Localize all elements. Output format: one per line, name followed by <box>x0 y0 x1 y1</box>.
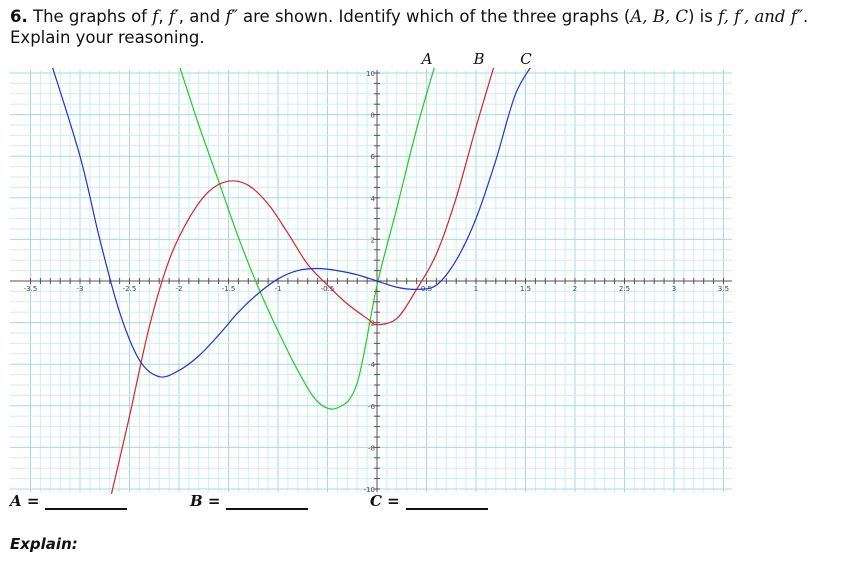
x-tick-label: -2.5 <box>123 285 137 293</box>
y-tick-label: 2 <box>371 236 375 244</box>
question-text: 6. The graphs of f, f′, and f″ are shown… <box>10 6 860 48</box>
x-tick-label: -3 <box>77 285 84 293</box>
y-tick-label: -2 <box>368 320 375 328</box>
y-tick-label: -8 <box>368 444 375 452</box>
x-tick-label: -2 <box>176 285 183 293</box>
x-tick-label: -0.5 <box>321 285 335 293</box>
answer-b-blank[interactable] <box>226 494 309 510</box>
x-tick-label: 2 <box>573 285 577 293</box>
curve-a <box>179 68 435 410</box>
curve-c <box>52 68 531 378</box>
curve-b <box>110 68 495 494</box>
question-number: 6. <box>10 7 28 26</box>
plot-ticks: -3.5 -3 -2.5 -2 -1.5 -1 -0.5 0.5 1 1.5 2 2.5 3 3.5108… <box>24 70 729 494</box>
graph-plot: -3.5 -3 -2.5 -2 -1.5 -1 -0.5 0.5 1 1.5 2 2.5 3 3.5108… <box>10 50 732 494</box>
question-line-1: 6. The graphs of f, f′, and f″ are shown… <box>10 7 809 26</box>
curve-label-a: A <box>420 50 433 68</box>
y-tick-label: 10 <box>366 70 375 78</box>
y-tick-label: -10 <box>364 486 375 494</box>
y-tick-label: 8 <box>371 112 375 120</box>
x-tick-label: -3.5 <box>24 285 38 293</box>
answer-b: B = <box>190 492 309 510</box>
x-tick-label: -1 <box>275 285 282 293</box>
x-tick-label: 3.5 <box>718 285 729 293</box>
x-tick-label: -1.5 <box>222 285 236 293</box>
y-tick-label: -6 <box>368 403 376 411</box>
answer-a: A = <box>10 492 128 510</box>
y-tick-label: -4 <box>368 361 376 369</box>
y-tick-label: 4 <box>371 195 376 203</box>
x-tick-label: 1.5 <box>520 285 531 293</box>
plot-axes <box>10 70 732 492</box>
x-tick-label: 3 <box>672 285 676 293</box>
x-tick-label: 1 <box>474 285 478 293</box>
answer-c: C = <box>370 492 488 510</box>
curve-label-c: C <box>520 50 532 68</box>
answer-c-blank[interactable] <box>405 494 488 510</box>
x-tick-label: 2.5 <box>619 285 630 293</box>
curve-label-b: B <box>472 50 484 68</box>
y-tick-label: 6 <box>371 153 376 161</box>
explain-label: Explain: <box>10 535 78 553</box>
curve-labels: A B C <box>420 50 533 68</box>
question-line-2: Explain your reasoning. <box>10 28 205 47</box>
answer-a-blank[interactable] <box>45 494 128 510</box>
plot-curves <box>52 68 531 494</box>
